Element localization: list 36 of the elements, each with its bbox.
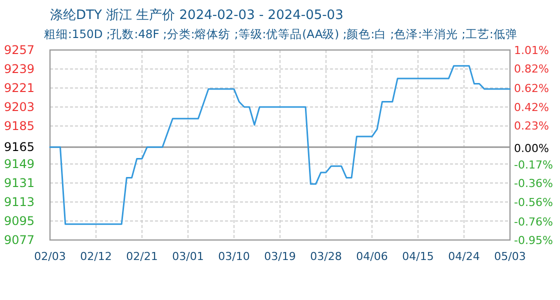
chart-subtitle: 粗细:150D ;孔数:48F ;分类:熔体纺 ;等级:优等品(AA级) ;颜色:白 ;色泽:半消光 ;工艺:低弹 (44, 27, 518, 41)
y-tick-label: 9113 (4, 195, 35, 209)
y2-tick-label: -0.36% (514, 176, 553, 190)
y2-tick-label: 0.00% (514, 142, 549, 155)
line-series (49, 65, 511, 225)
x-tick-label: 04/15 (402, 250, 434, 263)
y2-tick-label: -0.76% (514, 216, 553, 229)
x-tick-label: 02/12 (80, 250, 112, 263)
x-tick-label: 02/03 (34, 250, 66, 263)
y-tick-label: 9095 (4, 214, 35, 228)
y2-tick-label: -0.17% (514, 158, 553, 172)
chart-title: 涤纶DTY 浙江 生产价 2024-02-03 - 2024-05-03 (50, 8, 344, 23)
y-tick-label: 9257 (4, 43, 35, 57)
y-tick-label: 9185 (4, 119, 35, 133)
y-tick-label: 9221 (4, 81, 35, 95)
x-tick-label: 03/19 (264, 250, 296, 263)
y-tick-label: 9203 (4, 100, 35, 114)
y2-tick-label: -0.95% (514, 234, 553, 247)
y2-tick-label: 0.23% (514, 120, 549, 133)
x-tick-label: 04/06 (356, 250, 388, 263)
y2-tick-label: 0.62% (514, 82, 549, 95)
x-tick-label: 03/01 (172, 250, 204, 263)
y2-tick-label: 1.01% (514, 44, 549, 57)
x-tick-label: 03/28 (310, 250, 342, 263)
x-tick-label: 05/03 (494, 250, 526, 263)
x-tick-label: 04/24 (448, 250, 480, 263)
x-tick-label: 03/10 (218, 250, 250, 263)
y-tick-label: 9077 (4, 233, 35, 247)
y-tick-label: 9131 (4, 176, 35, 190)
y-tick-label: 9149 (4, 157, 35, 171)
y2-tick-label: -0.56% (514, 196, 553, 210)
y2-tick-label: 0.82% (514, 62, 549, 76)
y2-tick-label: 0.42% (514, 101, 549, 114)
y-tick-label: 9165 (4, 140, 35, 154)
y-tick-label: 9239 (4, 62, 35, 76)
x-tick-label: 02/21 (126, 250, 158, 263)
